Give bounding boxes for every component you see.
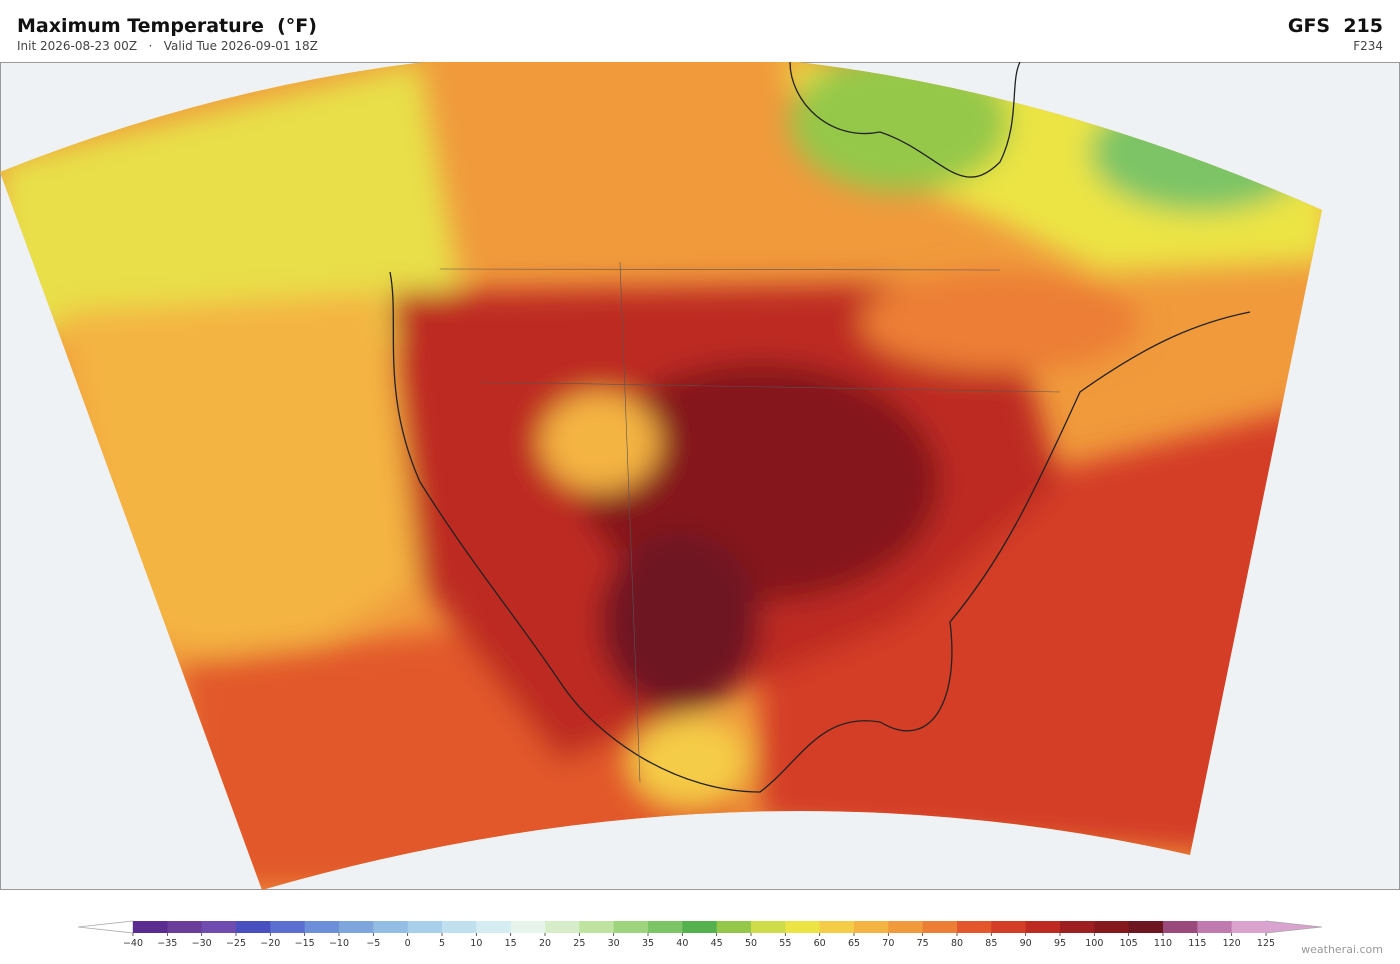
colorbar-segment xyxy=(1094,921,1130,933)
colorbar-tick-label: −5 xyxy=(366,938,380,949)
colorbar-segment xyxy=(1060,921,1095,933)
colorbar-segment xyxy=(1163,921,1198,933)
colorbar-tick-label: −20 xyxy=(260,938,280,949)
colorbar: −40 −35 −30 −25 −20 −15 −10 −5 0 5 10 15 20 25 30 35 40 4… xyxy=(77,920,1323,949)
separator: · xyxy=(148,39,153,53)
colorbar-tick-label: −30 xyxy=(192,938,212,949)
colorbar-tick-label: 20 xyxy=(539,938,551,949)
colorbar-segment xyxy=(819,921,855,933)
valid: Valid Tue 2026-09-01 18Z xyxy=(163,39,318,53)
colorbar-segment xyxy=(442,921,477,933)
model: GFS 215 xyxy=(1287,15,1383,37)
colorbar-segment xyxy=(304,921,340,933)
colorbar-segment xyxy=(407,921,443,933)
borders xyxy=(439,261,1061,783)
colorbar-tick-label: 10 xyxy=(470,938,482,949)
colorbar-tick-label: 115 xyxy=(1188,938,1206,949)
colorbar-segment xyxy=(236,921,271,933)
colorbar-tick-label: −15 xyxy=(295,938,315,949)
colorbar-tick-label: 55 xyxy=(779,938,791,949)
colorbar-segment xyxy=(545,921,580,933)
title: Maximum Temperature (°F) xyxy=(17,15,317,37)
colorbar-tick-label: 125 xyxy=(1257,938,1275,949)
colorbar-tick-label: 60 xyxy=(814,938,826,949)
colorbar-segment xyxy=(785,921,821,933)
colorbar-tick-label: 85 xyxy=(985,938,997,949)
colorbar-segment xyxy=(854,921,889,933)
colorbar-tick-label: −40 xyxy=(123,938,143,949)
colorbar-tick-label: 30 xyxy=(608,938,620,949)
colorbar-tick-label: 80 xyxy=(951,938,963,949)
colorbar-segment xyxy=(270,921,306,933)
colorbar-segment xyxy=(1025,921,1061,933)
hudson-bay-coast xyxy=(789,62,1021,178)
colorbar-segment xyxy=(648,921,683,933)
colorbar-segment xyxy=(510,921,546,933)
colorbar-segment xyxy=(922,921,958,933)
colorbar-segment xyxy=(1197,921,1233,933)
colorbar-tick-label: 120 xyxy=(1223,938,1241,949)
colorbar-tick-label: 100 xyxy=(1085,938,1103,949)
colorbar-segment xyxy=(957,921,992,933)
colorbar-tick-label: 40 xyxy=(676,938,688,949)
colorbar-tick-label: 50 xyxy=(745,938,757,949)
colorbar-segment xyxy=(716,921,752,933)
colorbar-tick-label: 45 xyxy=(711,938,723,949)
colorbar-segment xyxy=(201,921,237,933)
colorbar-tick-label: 75 xyxy=(917,938,929,949)
forecast-hour: F234 xyxy=(1353,39,1383,53)
colorbar-tick-label: 105 xyxy=(1120,938,1138,949)
colorbar-under xyxy=(77,920,134,934)
colorbar-segment xyxy=(751,921,786,933)
map xyxy=(0,62,1400,891)
colorbar-tick-label: 0 xyxy=(405,938,411,949)
colorbar-tick-label: −35 xyxy=(157,938,177,949)
init: Init 2026-08-23 00Z xyxy=(17,39,138,53)
colorbar-tick-label: 65 xyxy=(848,938,860,949)
colorbar-tick-label: 15 xyxy=(505,938,517,949)
colorbar-tick-label: 110 xyxy=(1154,938,1172,949)
colorbar-segment xyxy=(1231,921,1267,933)
colorbar-segment xyxy=(373,921,409,933)
colorbar-tick-label: −25 xyxy=(226,938,246,949)
colorbar-tick-label: 70 xyxy=(882,938,894,949)
colorbar-tick-label: 90 xyxy=(1020,938,1032,949)
colorbar-segment xyxy=(167,921,203,933)
colorbar-tick-label: 35 xyxy=(642,938,654,949)
colorbar-segment xyxy=(613,921,649,933)
colorbar-segment xyxy=(991,921,1027,933)
subtitle: Init 2026-08-23 00Z · Valid Tue 2026-09-… xyxy=(17,39,318,53)
colorbar-tick-label: 95 xyxy=(1054,938,1066,949)
colorbar-segment xyxy=(1128,921,1164,933)
colorbar-segment xyxy=(579,921,615,933)
colorbar-segment xyxy=(476,921,512,933)
colorbar-segment xyxy=(682,921,718,933)
coastline xyxy=(389,271,1251,793)
colorbar-tick-label: −10 xyxy=(329,938,349,949)
colorbar-segment xyxy=(133,921,168,933)
colorbar-tick-label: 25 xyxy=(573,938,585,949)
colorbar-segment xyxy=(888,921,924,933)
colorbar-segment xyxy=(339,921,374,933)
credit: weatherai.com xyxy=(1301,943,1383,956)
colorbar-over xyxy=(1265,920,1323,934)
colorbar-tick-label: 5 xyxy=(439,938,445,949)
